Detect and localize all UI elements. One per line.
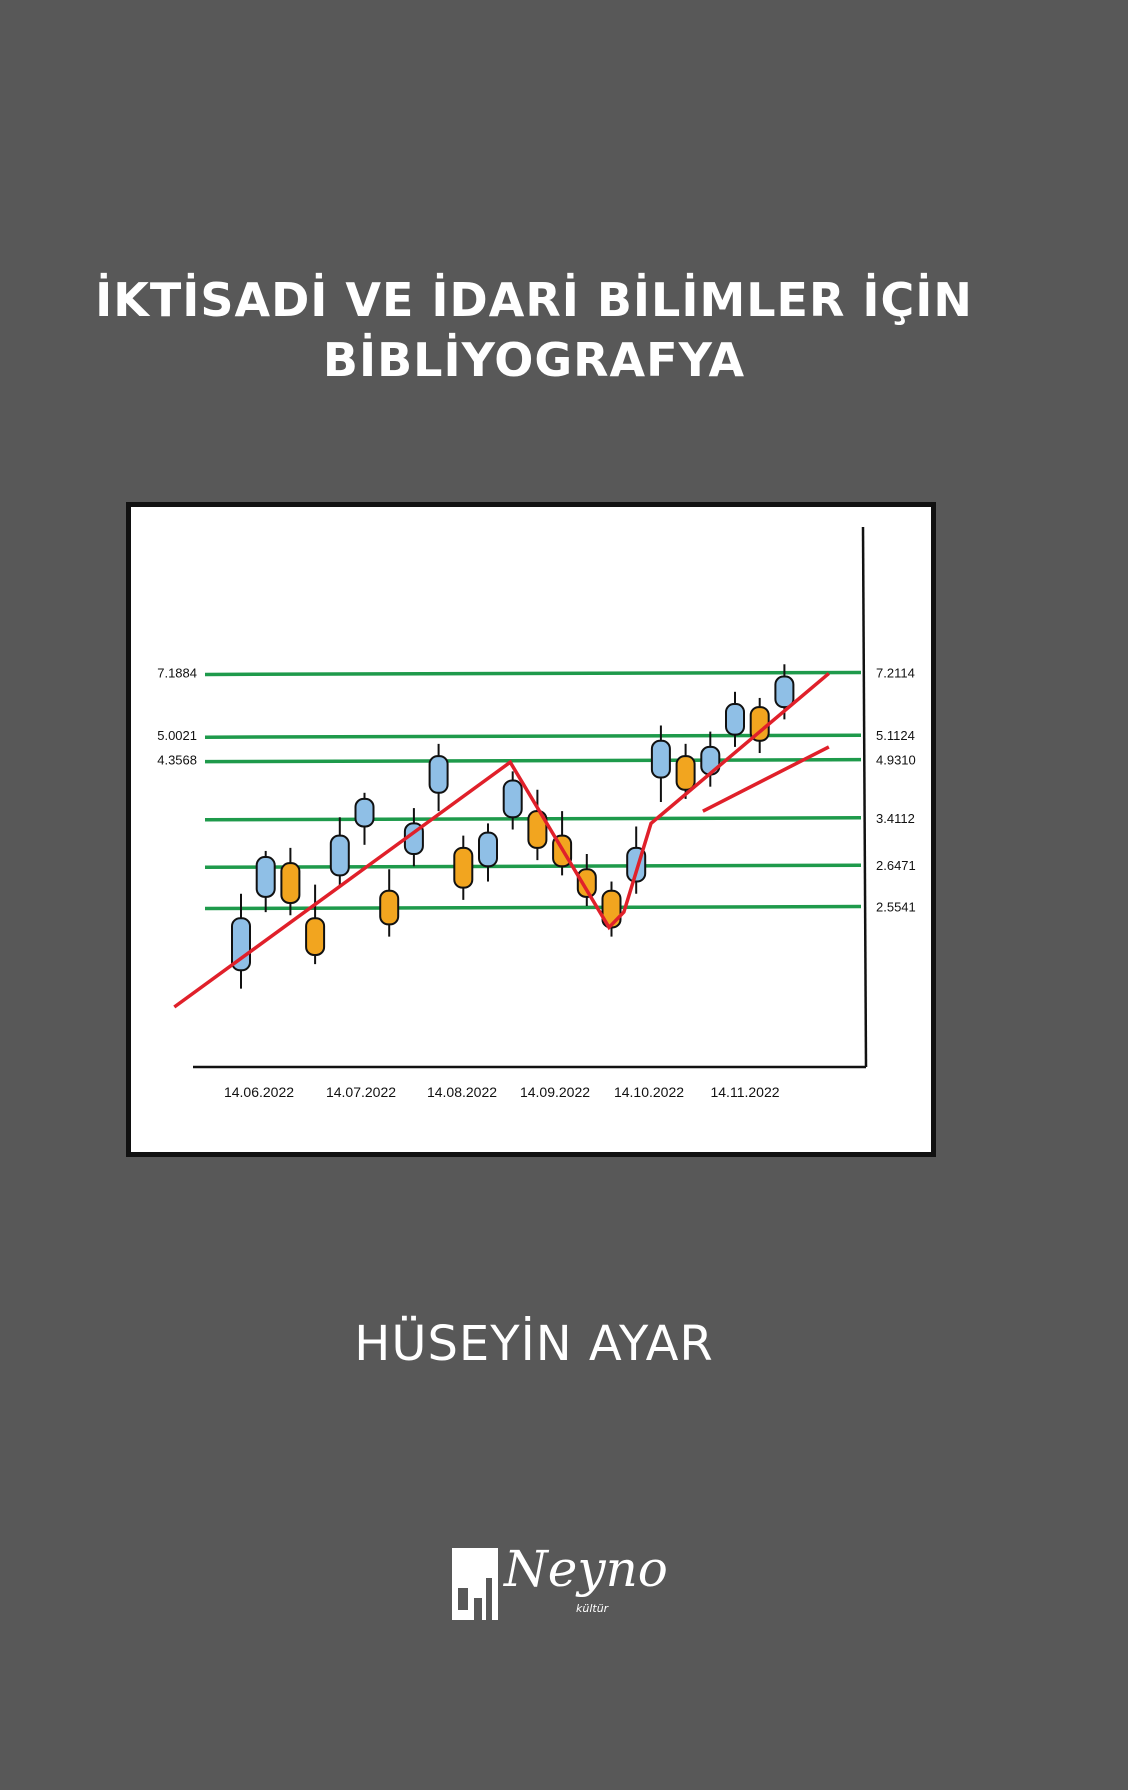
book-title: İKTİSADİ VE İDARİ BİLİMLER İÇİN BİBLİYOG… <box>0 270 1068 390</box>
level-label-right: 4.9310 <box>876 753 916 768</box>
candle-bear <box>280 862 301 904</box>
candle-bull <box>255 856 276 898</box>
author-name: HÜSEYİN AYAR <box>354 1316 714 1372</box>
candle-bull <box>428 755 449 794</box>
y-axis-line <box>861 526 868 1068</box>
level-label-right: 2.5541 <box>876 900 916 915</box>
level-line <box>204 863 862 869</box>
candlestick-chart: 7.1884 5.0021 4.3568 7.2114 5.1124 4.9310 3.41… <box>126 502 936 1157</box>
book-title-line-1: İKTİSADİ VE İDARİ BİLİMLER İÇİN <box>95 273 973 327</box>
level-label-left: 5.0021 <box>157 728 197 743</box>
level-label-left: 4.3568 <box>157 753 197 768</box>
candle-bull <box>502 779 523 819</box>
x-tick-label: 14.06.2022 <box>224 1084 294 1100</box>
publisher-mark-icon <box>452 1548 498 1620</box>
trend-line-branch <box>702 745 830 813</box>
candle-bull <box>774 675 795 709</box>
trend-line <box>173 672 830 1009</box>
level-line <box>204 904 862 911</box>
level-label-right: 5.1124 <box>876 728 915 743</box>
level-label-right: 3.4112 <box>876 811 915 826</box>
candle-bear <box>453 846 474 889</box>
candle-bull <box>725 703 745 736</box>
publisher-logo: Neyno kültür <box>452 1540 668 1630</box>
candle-bear <box>527 810 548 849</box>
candle-bear <box>576 868 597 898</box>
level-label-left: 7.1884 <box>157 665 197 680</box>
chart-svg: 7.1884 5.0021 4.3568 7.2114 5.1124 4.9310 3.41… <box>157 526 916 1100</box>
publisher-subtitle: kültür <box>576 1602 609 1615</box>
x-tick-label: 14.09.2022 <box>520 1084 590 1100</box>
book-title-line-2: BİBLİYOGRAFYA <box>322 333 746 387</box>
level-line <box>204 670 862 677</box>
candle-bull <box>329 834 350 877</box>
x-tick-label: 14.11.2022 <box>710 1084 779 1100</box>
candle-bull <box>478 831 498 868</box>
x-tick-label: 14.10.2022 <box>614 1084 684 1100</box>
x-tick-label: 14.07.2022 <box>326 1084 396 1100</box>
candle-bull <box>650 739 671 779</box>
publisher-name: Neyno <box>504 1540 668 1598</box>
candle-bull <box>354 797 375 828</box>
level-label-right: 7.2114 <box>876 665 915 680</box>
level-label-right: 2.6471 <box>876 858 916 873</box>
candle-bear <box>305 917 326 956</box>
x-tick-label: 14.08.2022 <box>427 1084 497 1100</box>
level-line <box>204 757 862 764</box>
candle-bear <box>675 755 696 791</box>
candle-bear <box>379 889 400 926</box>
